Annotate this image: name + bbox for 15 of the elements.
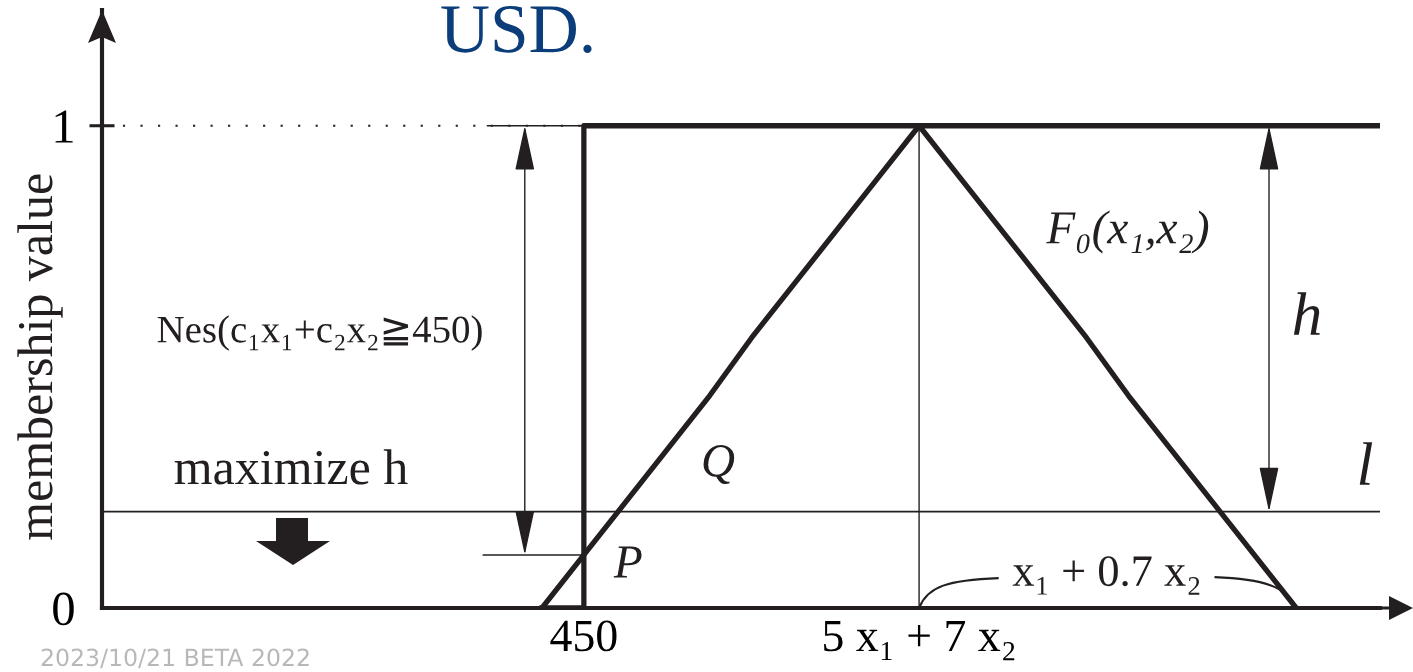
text: Nes(c₁x₁+c₂x₂≧450) bbox=[157, 315, 482, 351]
y-tick-label: 1 bbox=[55, 110, 73, 143]
ref-line-label: l bbox=[1359, 442, 1373, 485]
series-label: F₀(x₁,x₂) bbox=[1046, 210, 1209, 254]
y-tick-label: 0 bbox=[53, 592, 74, 626]
text: 2023/10/21 BETA 2022 bbox=[41, 648, 309, 669]
annotation: x₁ + 0.7 x₂ bbox=[1012, 556, 1200, 595]
x-tick-label: 5 x₁ + 7 x₂ bbox=[824, 620, 1015, 661]
x-tick-label: 450 bbox=[550, 620, 617, 652]
annotation: maximize h bbox=[174, 449, 408, 485]
y-axis-title: membership value bbox=[17, 174, 63, 540]
annotation: P bbox=[613, 546, 642, 578]
chart-title: USD. bbox=[441, 6, 592, 53]
annotation: h bbox=[1293, 292, 1320, 335]
annotation: Q bbox=[703, 445, 735, 485]
